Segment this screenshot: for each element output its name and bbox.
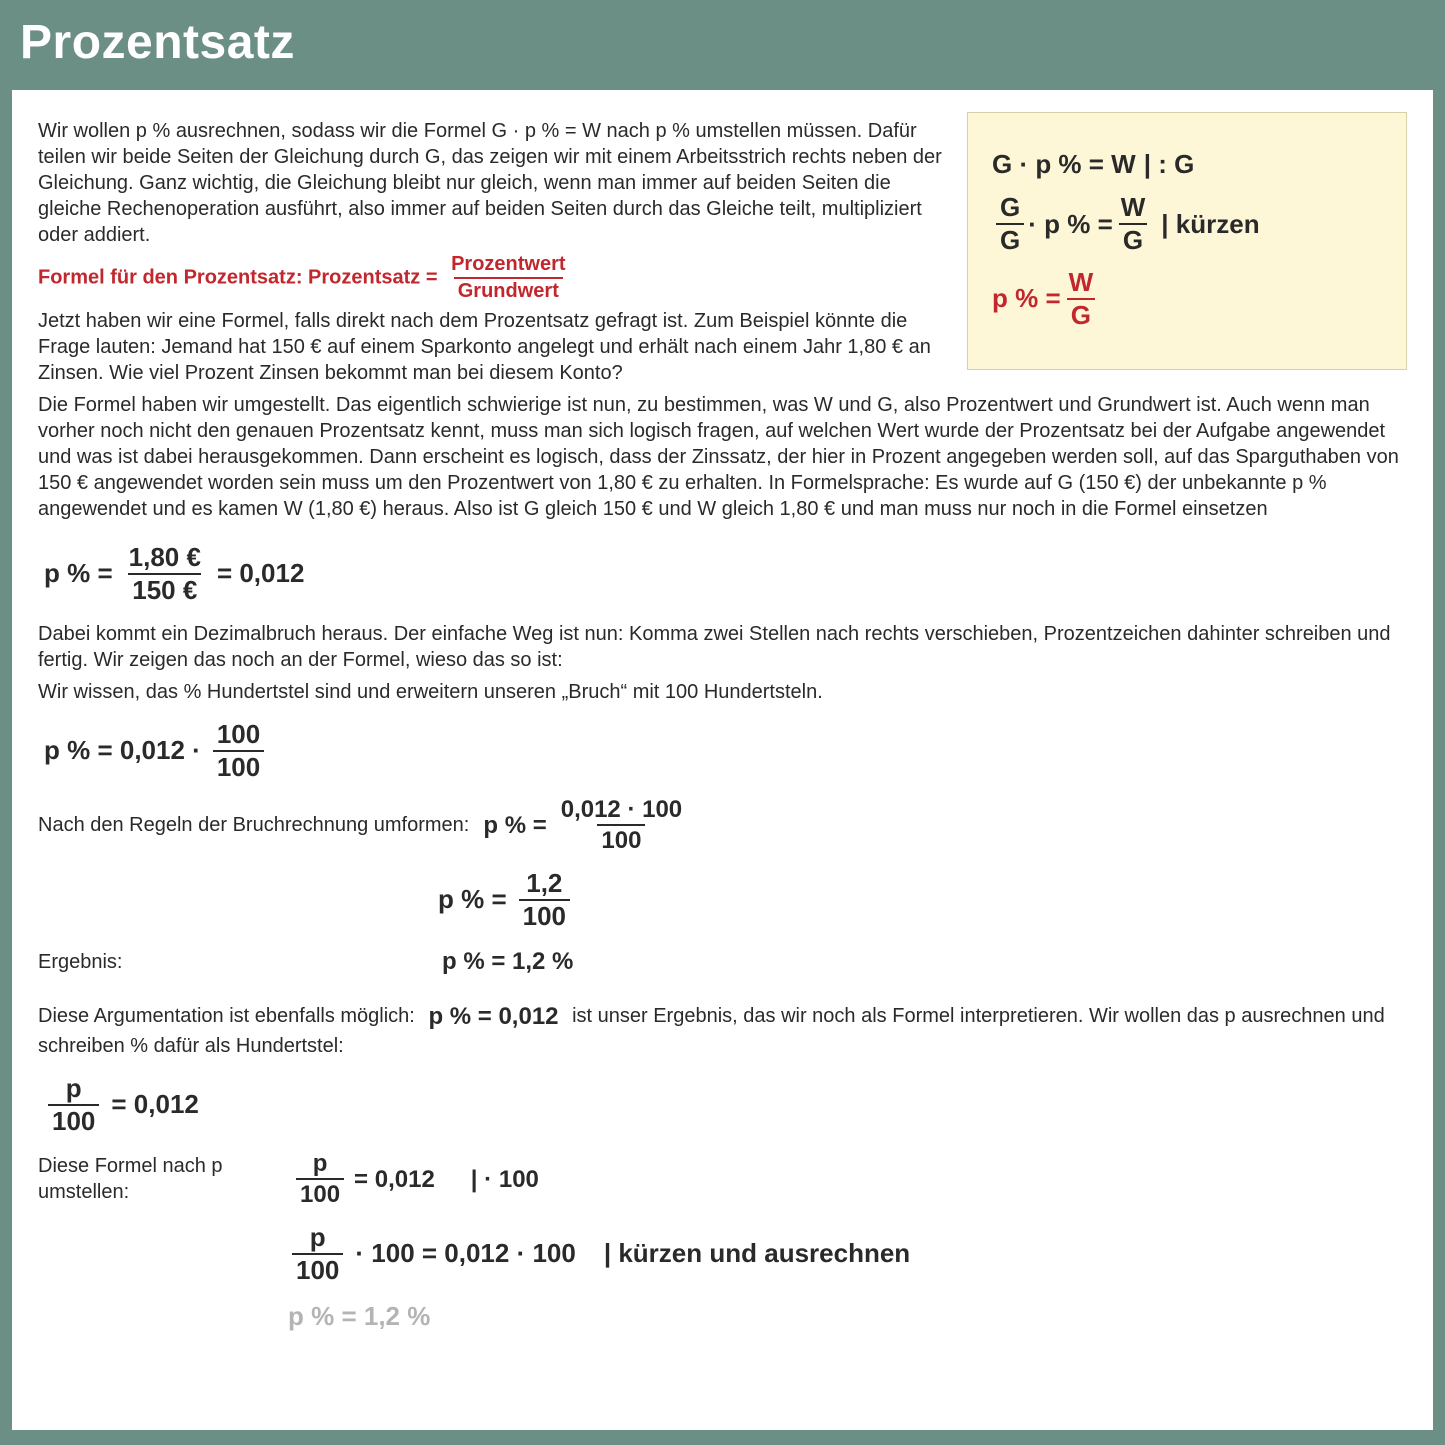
sidebox-frac-gg: G G xyxy=(996,194,1024,255)
header: Prozentsatz xyxy=(0,0,1445,90)
row-eq3: Nach den Regeln der Bruchrechnung umform… xyxy=(38,797,1407,853)
equation-3: p % = 0,012 · 100 100 xyxy=(483,797,690,853)
sidebox-line-3: p % = W G xyxy=(992,269,1382,330)
paragraph-4: Dabei kommt ein Dezimalbruch heraus. Der… xyxy=(38,621,1407,673)
eq9-frac: p 100 xyxy=(292,1224,343,1285)
equation-7: p 100 = 0,012 xyxy=(44,1075,1407,1136)
paragraph-5: Wir wissen, das % Hundertstel sind und e… xyxy=(38,679,1407,705)
sidebox-final-frac: W G xyxy=(1065,269,1098,330)
eq1-frac: 1,80 € 150 € xyxy=(125,544,205,605)
equation-6: p % = 0,012 xyxy=(428,1001,558,1032)
sidebox-frac-wg: W G xyxy=(1117,194,1150,255)
equation-9: p 100 · 100 = 0,012 · 100 | kürzen und a… xyxy=(288,1224,1407,1285)
sidebox-bar2: | kürzen xyxy=(1161,209,1259,240)
equation-5: p % = 1,2 % xyxy=(442,946,573,977)
paragraph-7: Ergebnis: xyxy=(38,949,428,975)
equation-2: p % = 0,012 · 100 100 xyxy=(44,721,1407,782)
sidebox-final-left: p % = xyxy=(992,283,1061,314)
eq8-frac: p 100 xyxy=(296,1151,344,1207)
paragraph-8a: Diese Argumentation ist ebenfalls möglic… xyxy=(38,1005,415,1027)
paragraph-3: Die Formel haben wir umgestellt. Das eig… xyxy=(38,392,1407,522)
content-panel: G · p % = W | : G G G · p % = W G | kürz… xyxy=(12,90,1433,1430)
eq7-frac: p 100 xyxy=(48,1075,99,1136)
eq2-frac: 100 100 xyxy=(213,721,264,782)
eq4-frac: 1,2 100 xyxy=(519,870,570,931)
equation-8: p 100 = 0,012 | · 100 xyxy=(292,1151,539,1207)
page-title: Prozentsatz xyxy=(20,15,1425,70)
equation-10: p % = 1,2 % xyxy=(288,1300,1407,1334)
intro-wrap: G · p % = W | : G G G · p % = W G | kürz… xyxy=(38,112,1407,528)
equation-1: p % = 1,80 € 150 € = 0,012 xyxy=(44,544,1407,605)
sidebox-eq1-bar: | : G xyxy=(1144,149,1195,180)
paragraph-9: Diese Formel nach p umstellen: xyxy=(38,1153,278,1205)
sidebox-eq1-left: G · p % = W xyxy=(992,149,1136,180)
row-result: Ergebnis: p % = 1,2 % xyxy=(38,946,1407,977)
paragraph-6: Nach den Regeln der Bruchrechnung umform… xyxy=(38,812,469,838)
sidebox-mid: · p % = xyxy=(1028,209,1113,240)
formula-sidebox: G · p % = W | : G G G · p % = W G | kürz… xyxy=(967,112,1407,370)
eq3-frac: 0,012 · 100 100 xyxy=(557,797,686,853)
row-alt-argument: Diese Argumentation ist ebenfalls möglic… xyxy=(38,1001,1407,1058)
row-eq8: Diese Formel nach p umstellen: p 100 = 0… xyxy=(38,1151,1407,1207)
formula-label: Formel für den Prozentsatz: Prozentsatz … xyxy=(38,266,443,288)
equation-4: p % = 1,2 100 xyxy=(438,870,1407,931)
formula-fraction: Prozentwert Grundwert xyxy=(447,254,569,302)
sidebox-line-1: G · p % = W | : G xyxy=(992,149,1382,180)
sidebox-line-2: G G · p % = W G | kürzen xyxy=(992,194,1382,255)
